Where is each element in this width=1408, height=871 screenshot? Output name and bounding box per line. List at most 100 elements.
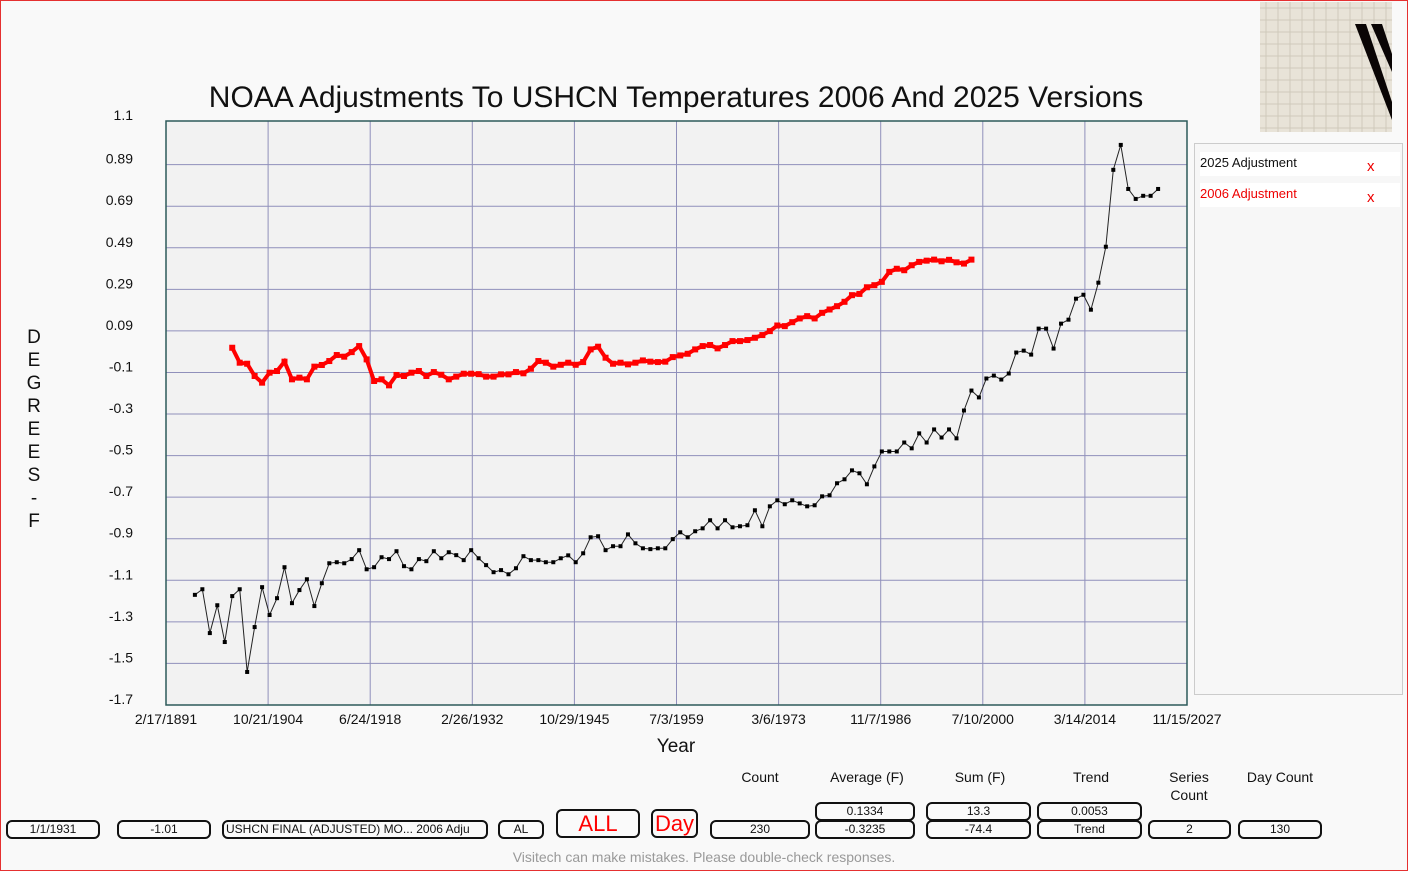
data-point	[677, 352, 684, 359]
data-point	[953, 259, 960, 266]
data-point	[468, 370, 475, 377]
all-button[interactable]: ALL	[556, 809, 640, 838]
x-tick-label: 10/21/1904	[233, 711, 303, 727]
data-point	[924, 440, 929, 445]
data-point	[207, 631, 212, 636]
data-point	[947, 427, 952, 432]
data-point	[1006, 371, 1011, 376]
remove-series-icon[interactable]: x	[1367, 189, 1375, 206]
data-point	[445, 376, 452, 383]
data-point	[430, 369, 437, 376]
data-point	[387, 557, 392, 562]
data-point	[790, 498, 795, 503]
x-tick-label: 3/6/1973	[751, 711, 806, 727]
data-point	[707, 342, 714, 349]
day-button[interactable]: Day	[651, 809, 698, 838]
x-tick-label: 6/24/1918	[339, 711, 401, 727]
y-tick-label: 1.1	[114, 107, 134, 123]
data-point	[909, 446, 914, 451]
data-point	[505, 371, 512, 378]
data-point	[267, 613, 272, 618]
legend-item-2025[interactable]: 2025 Adjustment x	[1200, 152, 1400, 176]
data-point	[639, 357, 646, 364]
data-point	[893, 265, 900, 272]
data-point	[229, 344, 236, 351]
data-point	[678, 530, 683, 535]
data-point	[439, 556, 444, 561]
data-point	[902, 440, 907, 445]
date-field[interactable]: 1/1/1931	[6, 820, 100, 839]
data-point	[499, 568, 504, 573]
data-point	[491, 570, 496, 575]
data-point	[333, 352, 340, 359]
trend-button[interactable]: Trend	[1037, 820, 1142, 839]
data-point	[864, 482, 869, 487]
data-point	[1029, 352, 1034, 357]
x-tick-label: 11/7/1986	[850, 711, 911, 727]
data-point	[708, 518, 713, 523]
data-point	[797, 501, 802, 506]
data-point	[760, 524, 765, 529]
x-axis-label: Year	[657, 736, 696, 757]
data-point	[222, 640, 227, 645]
trend-header: Trend	[1072, 769, 1110, 785]
data-point	[342, 561, 347, 566]
data-point	[536, 558, 541, 563]
data-point	[260, 585, 265, 590]
data-point	[834, 303, 841, 310]
x-tick-label: 7/10/2000	[952, 711, 1014, 727]
data-point	[521, 554, 526, 559]
data-point	[297, 588, 302, 593]
data-point	[357, 548, 362, 553]
data-point	[557, 361, 564, 368]
data-point	[266, 369, 273, 376]
y-tick-label: -0.7	[109, 483, 133, 499]
value-field[interactable]: -1.01	[117, 820, 211, 839]
legend-label: 2025 Adjustment	[1200, 155, 1297, 170]
data-point	[878, 278, 885, 285]
data-point	[513, 566, 518, 571]
data-point	[999, 377, 1004, 382]
remove-series-icon[interactable]: x	[1367, 158, 1375, 175]
data-point	[551, 560, 556, 565]
data-point	[446, 550, 451, 555]
data-point	[805, 504, 810, 509]
data-point	[766, 328, 773, 335]
y-tick-label: 0.49	[106, 234, 133, 250]
data-point	[1096, 280, 1101, 285]
data-point	[588, 535, 593, 540]
data-point	[303, 376, 310, 383]
data-point	[827, 493, 832, 498]
sum-2025-value: 13.3	[926, 802, 1031, 821]
data-point	[655, 546, 660, 551]
data-point	[327, 561, 332, 566]
data-point	[580, 359, 587, 366]
data-point	[617, 359, 624, 366]
data-point	[887, 449, 892, 454]
data-point	[453, 373, 460, 380]
data-point	[917, 431, 922, 436]
data-point	[252, 625, 257, 630]
data-point	[692, 346, 699, 353]
data-point	[863, 284, 870, 291]
data-point	[244, 360, 251, 367]
data-point	[572, 361, 579, 368]
legend-item-2006[interactable]: 2006 Adjustment x	[1200, 183, 1400, 207]
data-point	[752, 508, 757, 513]
data-point	[236, 359, 243, 366]
state-field[interactable]: AL	[498, 820, 544, 839]
data-point	[565, 359, 572, 366]
data-point	[723, 518, 728, 523]
data-point	[932, 427, 937, 432]
data-point	[1044, 326, 1049, 331]
data-point	[289, 601, 294, 606]
data-point	[640, 546, 645, 551]
data-point	[700, 526, 705, 531]
data-point	[1148, 193, 1153, 198]
data-point	[274, 368, 281, 375]
data-point	[454, 553, 459, 558]
data-point	[394, 549, 399, 554]
series-name-field[interactable]: USHCN FINAL (ADJUSTED) MO... 2006 Adju	[222, 820, 488, 839]
data-point	[857, 471, 862, 476]
